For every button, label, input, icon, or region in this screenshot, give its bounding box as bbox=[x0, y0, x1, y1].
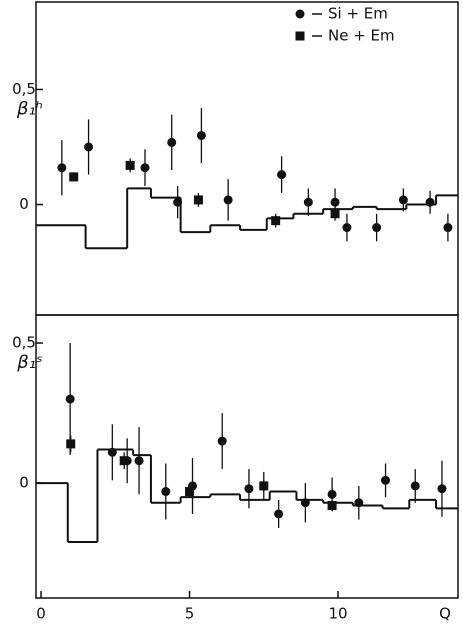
square-marker bbox=[271, 216, 281, 226]
y-axis-label: β₁ʰ bbox=[16, 98, 43, 119]
circle-marker bbox=[274, 509, 284, 519]
legend-label: Si + Em bbox=[328, 5, 388, 23]
y-tick-label: 0 bbox=[19, 195, 29, 213]
circle-marker bbox=[217, 436, 227, 446]
x-axis-label: Q bbox=[439, 605, 451, 623]
y-axis-label: β₁ˢ bbox=[16, 352, 42, 373]
x-tick-label: 10 bbox=[328, 605, 347, 623]
circle-marker bbox=[84, 142, 94, 152]
circle-marker bbox=[398, 195, 408, 205]
circle-marker bbox=[295, 9, 305, 19]
panel-frame bbox=[35, 314, 459, 599]
circle-marker bbox=[244, 484, 254, 494]
square-marker bbox=[327, 501, 337, 511]
square-marker bbox=[295, 31, 305, 41]
circle-marker bbox=[65, 394, 75, 404]
y-tick-label: 0,5 bbox=[12, 80, 36, 98]
circle-marker bbox=[443, 223, 453, 233]
x-tick-label: 0 bbox=[36, 605, 46, 623]
circle-marker bbox=[57, 163, 67, 173]
square-marker bbox=[69, 172, 79, 182]
circle-marker bbox=[134, 456, 144, 466]
y-tick-label: 0 bbox=[19, 474, 29, 492]
square-marker bbox=[259, 481, 269, 491]
square-marker bbox=[119, 456, 129, 466]
circle-marker bbox=[410, 481, 420, 491]
legend-label: Ne + Em bbox=[328, 27, 395, 45]
circle-marker bbox=[327, 489, 337, 499]
circle-marker bbox=[140, 163, 150, 173]
circle-marker bbox=[196, 130, 206, 140]
circle-marker bbox=[303, 197, 313, 207]
square-marker bbox=[125, 160, 135, 170]
circle-marker bbox=[330, 197, 340, 207]
circle-marker bbox=[437, 484, 447, 494]
x-tick-label: 5 bbox=[185, 605, 195, 623]
circle-marker bbox=[161, 487, 171, 497]
circle-marker bbox=[342, 223, 352, 233]
circle-marker bbox=[372, 223, 382, 233]
circle-marker bbox=[167, 137, 177, 147]
panel-frame bbox=[35, 1, 459, 316]
y-tick-label: 0,5 bbox=[12, 334, 36, 352]
circle-marker bbox=[381, 475, 391, 485]
square-marker bbox=[330, 209, 340, 219]
circle-marker bbox=[277, 170, 287, 180]
square-marker bbox=[193, 195, 203, 205]
circle-marker bbox=[223, 195, 233, 205]
square-marker bbox=[185, 487, 195, 497]
square-marker bbox=[66, 439, 76, 449]
